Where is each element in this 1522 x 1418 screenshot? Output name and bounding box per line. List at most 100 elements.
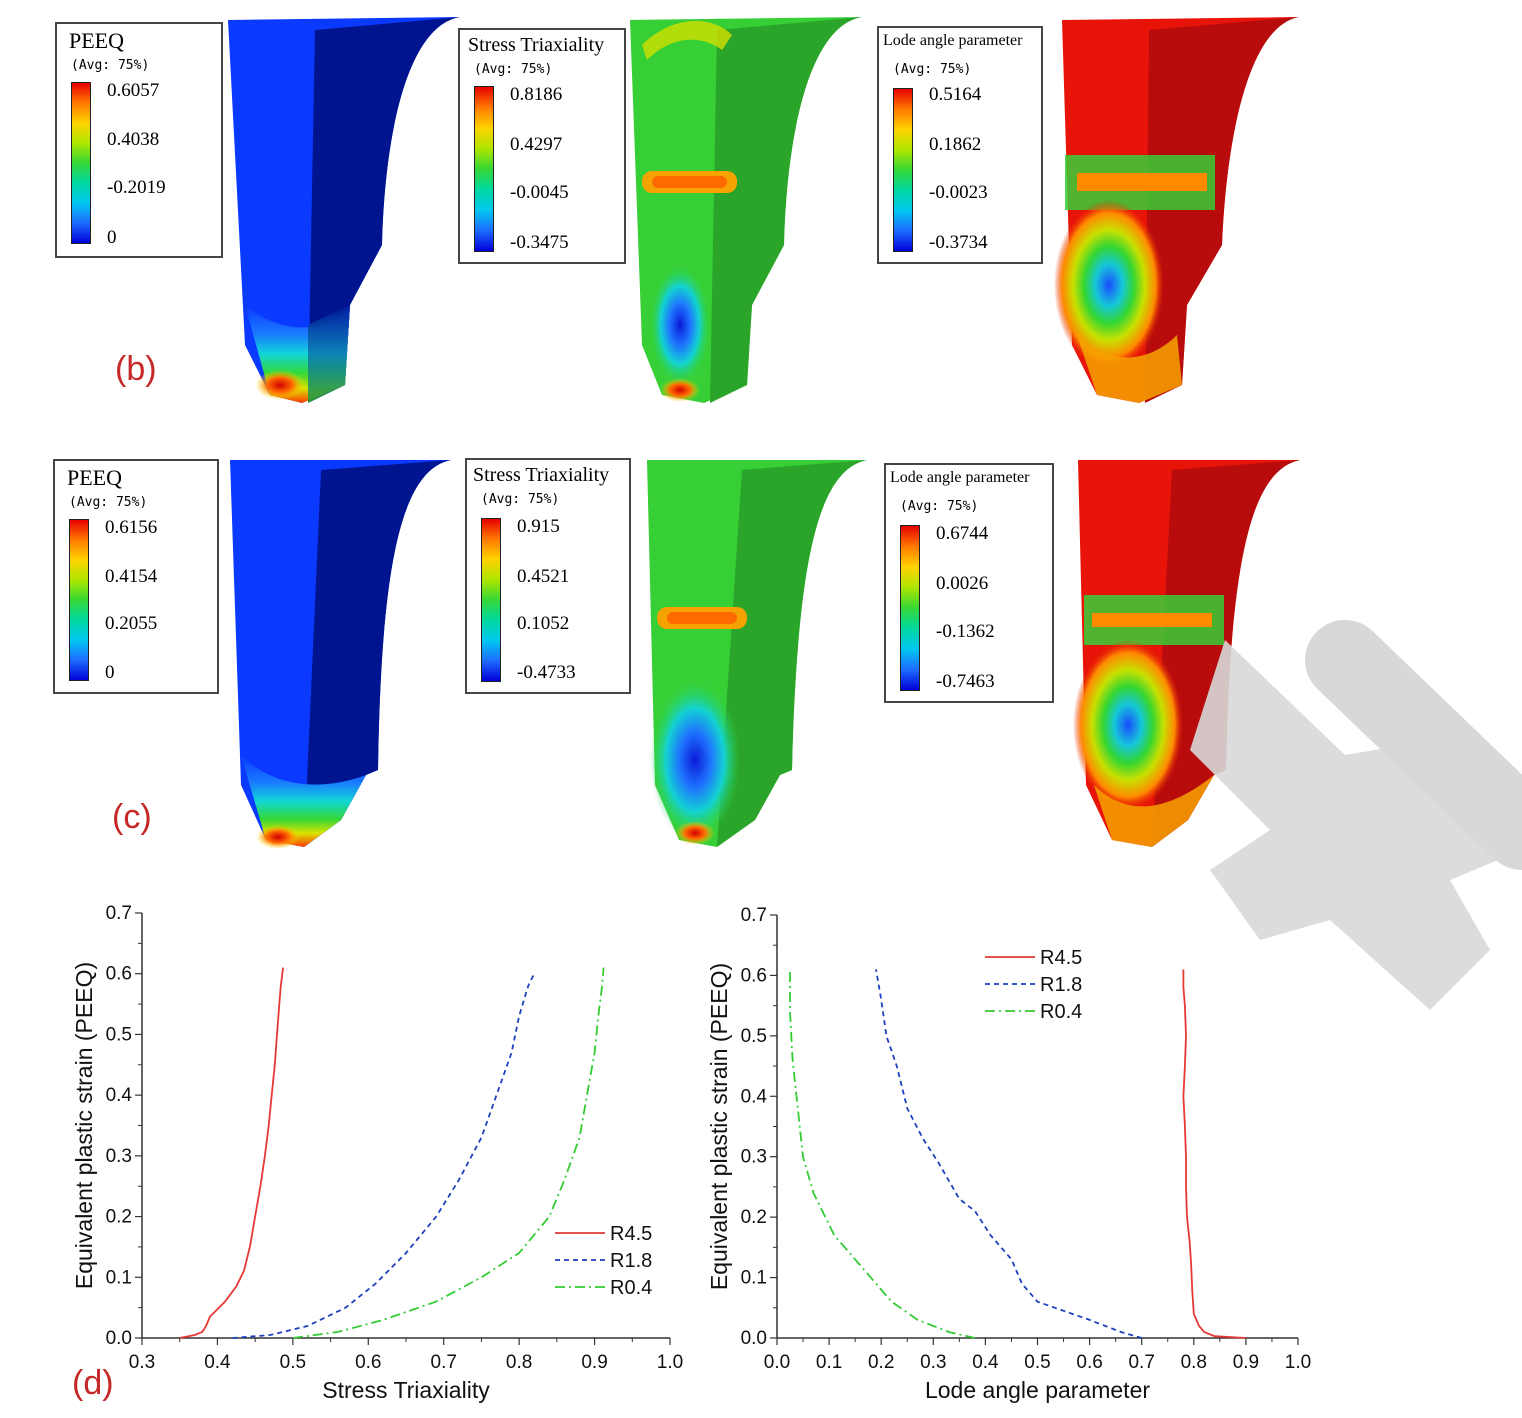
- legend-c-lode: Lode angle parameter (Avg: 75%) 0.6744 0…: [884, 463, 1054, 703]
- legend-value: 0.6057: [107, 80, 160, 101]
- y-tick-label: 0.7: [106, 903, 132, 924]
- legend-label: R4.5: [1040, 947, 1082, 969]
- legend-value: 0.4297: [510, 134, 563, 155]
- legend-value: 0.6156: [105, 517, 158, 538]
- legend-value: 0.0026: [936, 573, 989, 594]
- legend-avg-note: (Avg: 75%): [69, 495, 148, 510]
- x-tick-label: 0.4: [204, 1352, 231, 1373]
- legend-c-triax: Stress Triaxiality (Avg: 75%) 0.915 0.45…: [465, 458, 631, 694]
- x-tick-label: 0.7: [431, 1352, 457, 1373]
- x-tick-label: 0.9: [581, 1352, 607, 1373]
- x-tick-label: 0.8: [1181, 1352, 1207, 1373]
- x-tick-label: 0.6: [1076, 1352, 1102, 1373]
- legend-label: R1.8: [1040, 974, 1082, 996]
- y-tick-label: 0.0: [741, 1328, 767, 1349]
- legend-value: 0.5164: [929, 84, 982, 105]
- y-tick-label: 0.3: [106, 1146, 132, 1167]
- series-line-R4.5: [1182, 969, 1246, 1339]
- legend-value: 0.8186: [510, 84, 563, 105]
- x-tick-label: 0.1: [816, 1352, 842, 1373]
- legend-b-peeq: PEEQ (Avg: 75%) 0.6057 0.4038 -0.2019 0: [55, 22, 223, 258]
- legend-value: 0.4154: [105, 566, 158, 587]
- watermark-shape: [1190, 620, 1522, 1010]
- series-line-R0.4: [789, 969, 976, 1339]
- legend-value: 0.4038: [107, 129, 160, 150]
- legend-value: -0.3475: [510, 232, 569, 253]
- series-line-R1.8: [232, 973, 536, 1339]
- legend-value: -0.0045: [510, 182, 569, 203]
- legend-value: 0.1862: [929, 134, 982, 155]
- panel-label-b: (b): [115, 350, 157, 388]
- x-tick-label: 0.5: [1024, 1352, 1050, 1373]
- legend-b-lode: Lode angle parameter (Avg: 75%) 0.5164 0…: [877, 26, 1043, 264]
- x-tick-label: 0.3: [129, 1352, 155, 1373]
- chart-stress-triaxiality: 0.3 0.4 0.5 0.6 0.7 0.8 0.9 1.0 0.0 0.1 0.2 0.3 0.4 0…: [71, 903, 683, 1403]
- legend-avg-note: (Avg: 75%): [474, 62, 553, 77]
- legend-b-triax: Stress Triaxiality (Avg: 75%) 0.8186 0.4…: [458, 28, 626, 264]
- legend-label: R1.8: [610, 1250, 652, 1272]
- x-tick-label: 1.0: [657, 1352, 683, 1373]
- series-line-R4.5: [179, 967, 284, 1339]
- panel-c-lode-model: [1064, 455, 1314, 853]
- legend-title: PEEQ: [69, 28, 124, 53]
- legend-title: PEEQ: [67, 465, 122, 490]
- panel-b-peeq-model: [220, 5, 470, 410]
- legend-value: -0.2019: [107, 177, 166, 198]
- y-tick-label: 0.6: [741, 965, 767, 986]
- legend-label: R4.5: [610, 1223, 652, 1245]
- x-tick-label: 0.6: [355, 1352, 381, 1373]
- x-tick-label: 0.0: [764, 1352, 790, 1373]
- legend-value: 0.915: [517, 516, 560, 537]
- legend-value: -0.1362: [936, 621, 995, 642]
- y-tick-label: 0.4: [106, 1085, 133, 1106]
- y-axis-label: Equivalent plastic strain (PEEQ): [706, 963, 732, 1290]
- color-scale-bar: [481, 518, 501, 682]
- color-scale-bar: [900, 525, 920, 691]
- x-tick-label: 0.4: [972, 1352, 999, 1373]
- panel-c-peeq-model: [216, 455, 461, 853]
- x-tick-label: 0.7: [1128, 1352, 1154, 1373]
- color-scale-bar: [893, 88, 913, 252]
- color-scale-bar: [474, 86, 494, 252]
- x-axis-label: Lode angle parameter: [925, 1377, 1150, 1403]
- legend-title: Lode angle parameter: [890, 469, 1030, 486]
- panel-c-triax-model: [637, 455, 877, 853]
- legend-title: Stress Triaxiality: [468, 34, 605, 56]
- x-tick-label: 0.3: [920, 1352, 946, 1373]
- y-tick-label: 0.3: [741, 1147, 767, 1168]
- legend-avg-note: (Avg: 75%): [481, 492, 560, 507]
- series-line-R0.4: [292, 967, 605, 1339]
- legend-label: R0.4: [610, 1277, 652, 1299]
- legend-title: Stress Triaxiality: [473, 464, 610, 486]
- legend-avg-note: (Avg: 75%): [900, 499, 979, 514]
- panel-label-d: (d): [72, 1364, 114, 1402]
- y-tick-label: 0.0: [106, 1328, 132, 1349]
- legend-title: Lode angle parameter: [883, 32, 1023, 49]
- legend-value: -0.7463: [936, 671, 995, 692]
- x-tick-label: 0.8: [506, 1352, 532, 1373]
- y-axis-label: Equivalent plastic strain (PEEQ): [71, 962, 97, 1289]
- color-scale-bar: [71, 82, 91, 244]
- x-tick-label: 0.9: [1233, 1352, 1259, 1373]
- y-tick-label: 0.1: [106, 1267, 132, 1288]
- chart-lode-angle: 0.0 0.1 0.2 0.3 0.4 0.5 0.6 0.7 0.8 0.9 1.0 0.0 0.1 0…: [706, 905, 1311, 1403]
- panel-b-triax-model: [622, 5, 874, 410]
- color-scale-bar: [69, 519, 89, 681]
- panel-b-lode-model: [1047, 5, 1309, 410]
- x-tick-label: 1.0: [1285, 1352, 1311, 1373]
- y-tick-label: 0.7: [741, 905, 767, 926]
- legend-value: 0.1052: [517, 613, 570, 634]
- legend-c-peeq: PEEQ (Avg: 75%) 0.6156 0.4154 0.2055 0: [53, 459, 219, 694]
- y-tick-label: 0.4: [741, 1086, 768, 1107]
- legend-value: -0.0023: [929, 182, 988, 203]
- legend-value: 0.2055: [105, 613, 158, 634]
- series-line-R1.8: [875, 969, 1142, 1339]
- x-axis-label: Stress Triaxiality: [322, 1377, 490, 1403]
- legend-value: 0: [105, 662, 115, 683]
- y-tick-label: 0.1: [741, 1268, 767, 1289]
- x-tick-label: 0.5: [280, 1352, 306, 1373]
- legend-avg-note: (Avg: 75%): [893, 62, 972, 77]
- panel-label-c: (c): [112, 798, 152, 836]
- y-tick-label: 0.2: [106, 1207, 132, 1228]
- y-tick-label: 0.2: [741, 1207, 767, 1228]
